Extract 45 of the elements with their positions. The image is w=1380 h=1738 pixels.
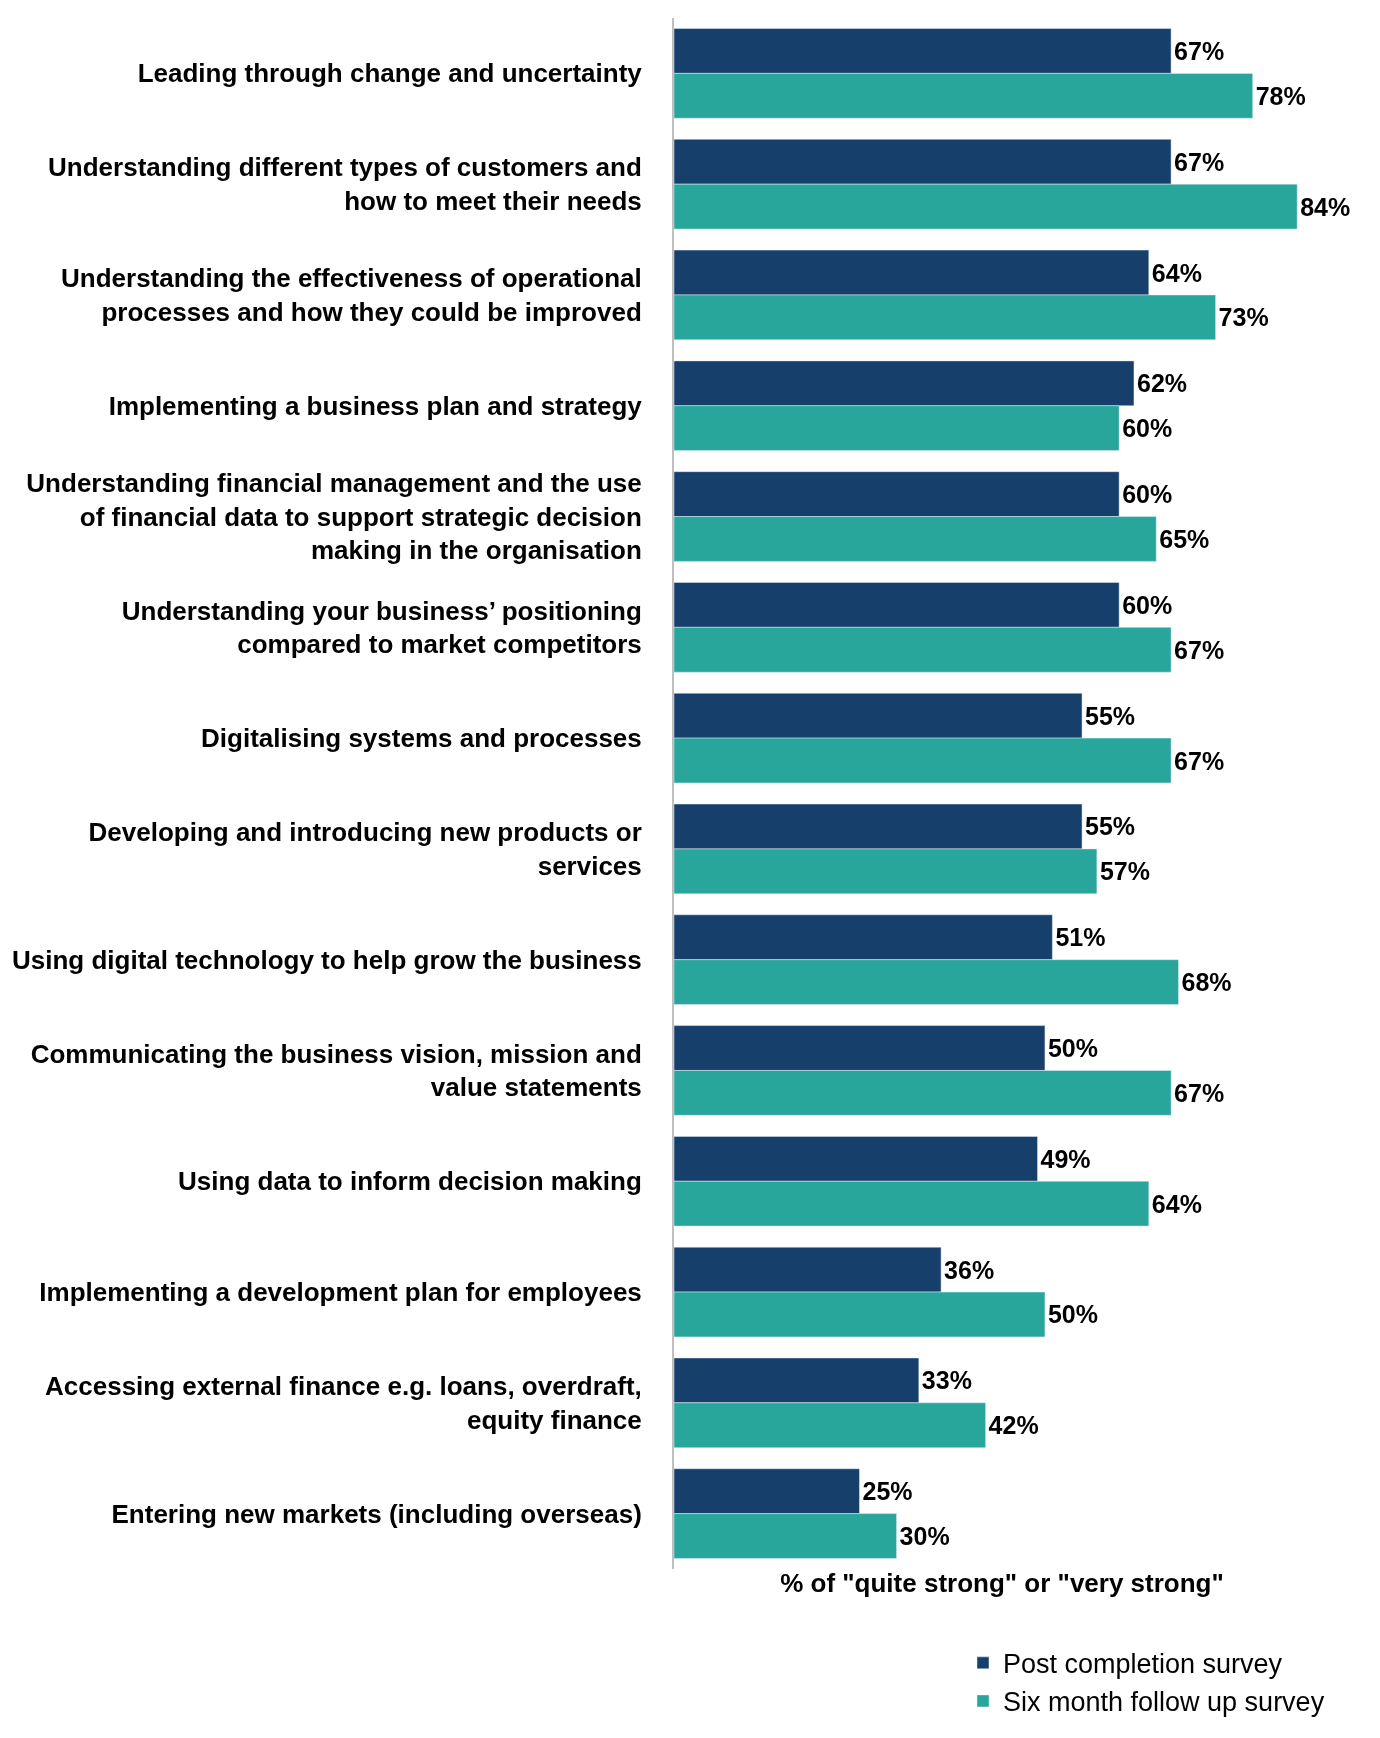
y-tick-label: Implementing a development plan for employees — [39, 1277, 642, 1308]
y-tick-label: Understanding different types of customers and how to meet their needs — [48, 152, 642, 217]
y-tick-label: Understanding your business’ positioning compared to market competitors — [121, 595, 642, 660]
data-label: 67% — [1174, 635, 1225, 664]
data-label: 49% — [1040, 1144, 1091, 1173]
data-label: 36% — [944, 1255, 995, 1284]
data-label: 65% — [1159, 524, 1210, 553]
legend-label: Six month follow up survey — [1003, 1687, 1325, 1718]
data-label: 60% — [1122, 590, 1173, 619]
data-label: 67% — [1174, 746, 1225, 775]
y-tick-label: Leading through change and uncertainty — [137, 58, 643, 89]
data-label: 50% — [1047, 1300, 1098, 1329]
y-tick-label: Using data to inform decision making — [178, 1166, 642, 1197]
data-label: 64% — [1151, 258, 1202, 287]
data-label: 50% — [1047, 1034, 1098, 1063]
data-label: 57% — [1099, 857, 1150, 886]
data-label: 60% — [1122, 414, 1173, 443]
data-label: 64% — [1151, 1189, 1202, 1218]
data-label: 67% — [1174, 36, 1225, 65]
y-tick-label: Developing and introducing new products or services — [88, 817, 642, 881]
data-label: 78% — [1255, 81, 1306, 110]
y-tick-label: Communicating the business vision, mission and value statements — [30, 1038, 642, 1103]
y-tick-label: Understanding the effectiveness of operational processes and how they could be improved — [61, 263, 642, 327]
data-label: 55% — [1085, 701, 1136, 730]
y-tick-label: Accessing external finance e.g. loans, overdraft, equity finance — [45, 1371, 642, 1435]
legend-label: Post completion survey — [1003, 1649, 1283, 1680]
data-label: 67% — [1174, 1078, 1225, 1107]
x-axis-title: % of "quite strong" or "very strong" — [780, 1567, 1224, 1598]
data-label: 60% — [1122, 480, 1173, 509]
data-label: 30% — [899, 1522, 950, 1551]
y-tick-label: Understanding financial management and the use of financial data to support strategic decision making in the organisation — [26, 467, 642, 566]
data-label: 25% — [862, 1477, 913, 1506]
data-label: 62% — [1136, 369, 1188, 398]
data-label: 55% — [1085, 812, 1136, 841]
y-tick-label: Implementing a business plan and strategy — [108, 390, 643, 421]
data-label: 42% — [988, 1411, 1039, 1440]
y-tick-label: Using digital technology to help grow the business — [11, 944, 642, 975]
y-tick-label: Digitalising systems and processes — [201, 723, 642, 754]
data-label: 51% — [1055, 923, 1106, 952]
data-label: 68% — [1181, 968, 1232, 997]
y-tick-label: Entering new markets (including overseas) — [111, 1498, 642, 1529]
data-label: 73% — [1218, 303, 1269, 332]
data-label: 84% — [1300, 192, 1351, 221]
data-label: 33% — [921, 1366, 972, 1395]
data-label: 67% — [1174, 147, 1225, 176]
